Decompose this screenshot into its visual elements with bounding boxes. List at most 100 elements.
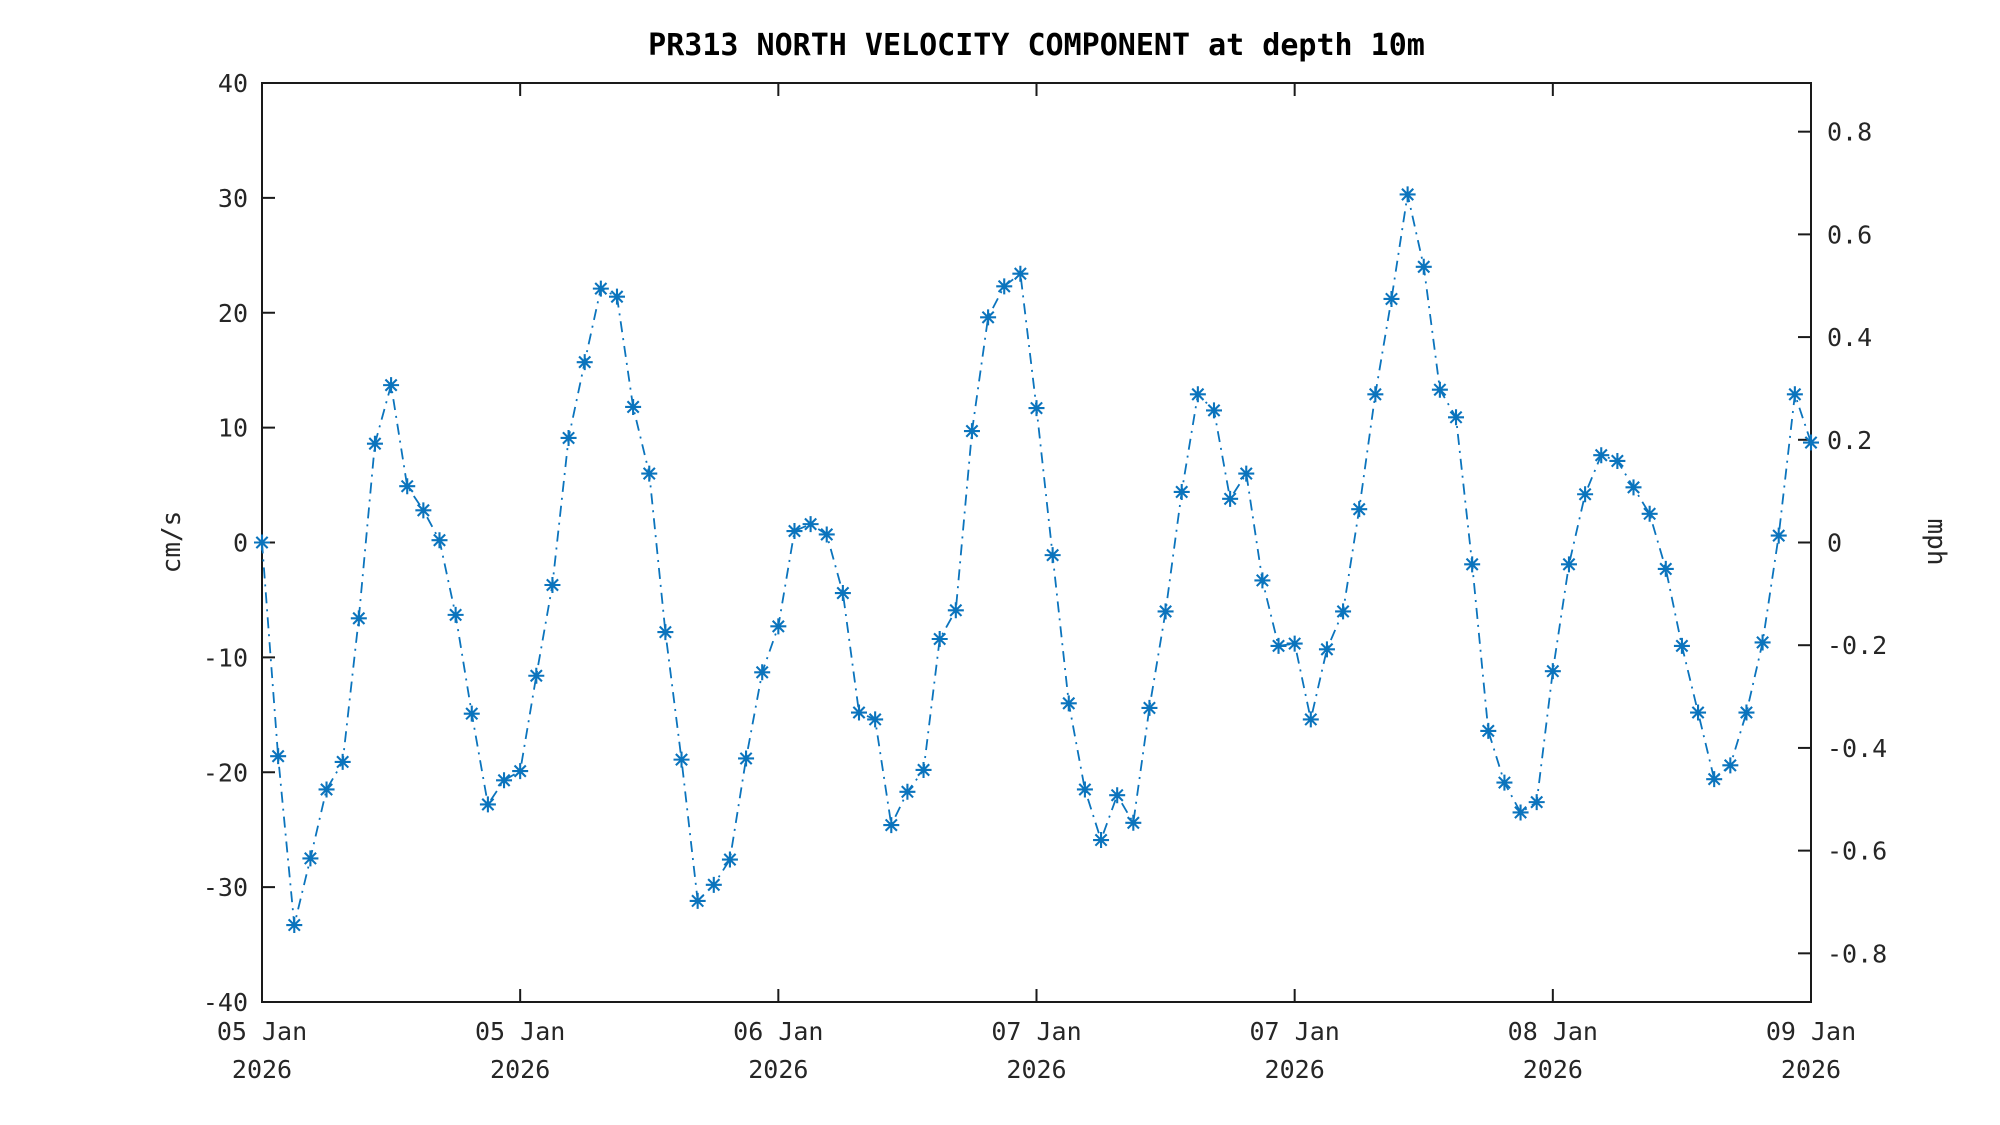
asterisk-marker [802,516,819,533]
asterisk-marker [1189,386,1206,403]
asterisk-marker [496,772,513,789]
asterisk-marker [834,585,851,602]
left-tick-label: -10 [203,643,248,672]
asterisk-marker [608,288,625,305]
axes-box [261,82,1812,1003]
asterisk-marker [657,624,674,641]
asterisk-marker [1512,804,1529,821]
x-tick-label-date: 09 Jan [1766,1017,1856,1046]
x-tick-label-date: 06 Jan [733,1017,823,1046]
left-tick-label: 0 [233,529,248,558]
asterisk-marker [1803,434,1819,451]
asterisk-marker [1593,447,1610,464]
asterisk-marker [851,704,868,721]
asterisk-marker [1302,711,1319,728]
asterisk-marker [576,354,593,371]
asterisk-marker [1431,381,1448,398]
x-tick-label-date: 05 Jan [475,1017,565,1046]
x-tick-label-year: 2026 [1781,1055,1841,1084]
asterisk-marker [1076,781,1093,798]
axis-tick-labels: 40 30 20 10 0 -10 -20 -30 -40 0.8 0.6 0.4 0.2 0 -0.2 -0… [203,69,1887,1084]
asterisk-marker [1577,486,1594,503]
right-tick-label: 0.6 [1827,220,1872,249]
x-tick-label-date: 07 Jan [1250,1017,1340,1046]
asterisk-marker [302,850,319,867]
asterisk-marker [980,309,997,326]
asterisk-marker [1109,787,1126,804]
asterisk-marker [1141,699,1158,716]
asterisk-marker [689,892,706,909]
asterisk-marker [1060,695,1077,712]
asterisk-marker [560,429,577,446]
asterisk-marker [592,280,609,297]
asterisk-marker [350,610,367,627]
x-tick-label-date: 05 Jan [217,1017,307,1046]
asterisk-marker [1754,634,1771,651]
asterisk-marker [818,526,835,543]
x-tick-label-date: 08 Jan [1508,1017,1598,1046]
asterisk-marker [1205,402,1222,419]
right-tick-label: 0.8 [1827,118,1872,147]
axis-ticks [261,82,1812,1003]
x-tick-label-year: 2026 [232,1055,292,1084]
asterisk-marker [1770,527,1787,544]
asterisk-marker [1722,757,1739,774]
data-series-line [261,194,1812,926]
right-tick-label: -0.2 [1827,631,1887,660]
asterisk-marker [512,763,529,780]
asterisk-marker [1415,258,1432,275]
x-tick-label-year: 2026 [1523,1055,1583,1084]
asterisk-marker [399,478,416,495]
asterisk-marker [899,783,916,800]
right-tick-label: -0.6 [1827,837,1887,866]
x-tick-label-year: 2026 [1265,1055,1325,1084]
asterisk-marker [673,751,690,768]
asterisk-marker [705,876,722,893]
asterisk-marker [625,398,642,415]
asterisk-marker [883,817,900,834]
left-tick-label: -30 [203,873,248,902]
asterisk-marker [1367,386,1384,403]
asterisk-marker [738,750,755,767]
asterisk-marker [1173,483,1190,500]
asterisk-marker [1012,265,1029,282]
asterisk-marker [1464,556,1481,573]
right-tick-label: -0.8 [1827,939,1887,968]
asterisk-marker [1383,290,1400,307]
right-tick-label: 0.4 [1827,323,1872,352]
asterisk-marker [447,606,464,623]
asterisk-marker [786,523,803,540]
asterisk-marker [867,711,884,728]
right-tick-label: 0 [1827,529,1842,558]
left-tick-label: 30 [218,184,248,213]
chart-title: PR313 NORTH VELOCITY COMPONENT at depth … [648,28,1425,63]
asterisk-marker [1641,505,1658,522]
asterisk-marker [1044,547,1061,564]
asterisk-marker [1786,386,1803,403]
asterisk-marker [1318,641,1335,658]
left-tick-label: 40 [218,69,248,98]
right-tick-label: -0.4 [1827,734,1887,763]
asterisk-marker [1125,814,1142,831]
x-tick-label-year: 2026 [748,1055,808,1084]
asterisk-marker [1609,452,1626,469]
asterisk-marker [996,278,1013,295]
asterisk-marker [963,423,980,440]
asterisk-marker [1351,501,1368,518]
x-tick-label-year: 2026 [1006,1055,1066,1084]
asterisk-marker [947,602,964,619]
asterisk-marker [1238,465,1255,482]
asterisk-marker [254,534,270,551]
asterisk-marker [1028,400,1045,417]
asterisk-marker [770,618,787,635]
asterisk-marker [1673,637,1690,654]
asterisk-marker [1286,635,1303,652]
asterisk-marker [383,377,400,394]
asterisk-marker [1254,572,1271,589]
asterisk-marker [1222,490,1239,507]
asterisk-marker [1657,560,1674,577]
asterisk-marker [1738,704,1755,721]
asterisk-marker [1625,479,1642,496]
